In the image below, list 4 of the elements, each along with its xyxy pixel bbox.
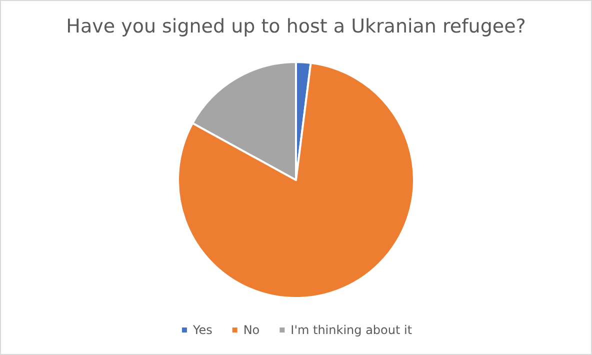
legend-label: Yes xyxy=(192,323,212,337)
legend-label: I'm thinking about it xyxy=(290,323,412,337)
chart-title: Have you signed up to host a Ukranian refugee? xyxy=(66,16,526,38)
legend-label: No xyxy=(243,323,260,337)
